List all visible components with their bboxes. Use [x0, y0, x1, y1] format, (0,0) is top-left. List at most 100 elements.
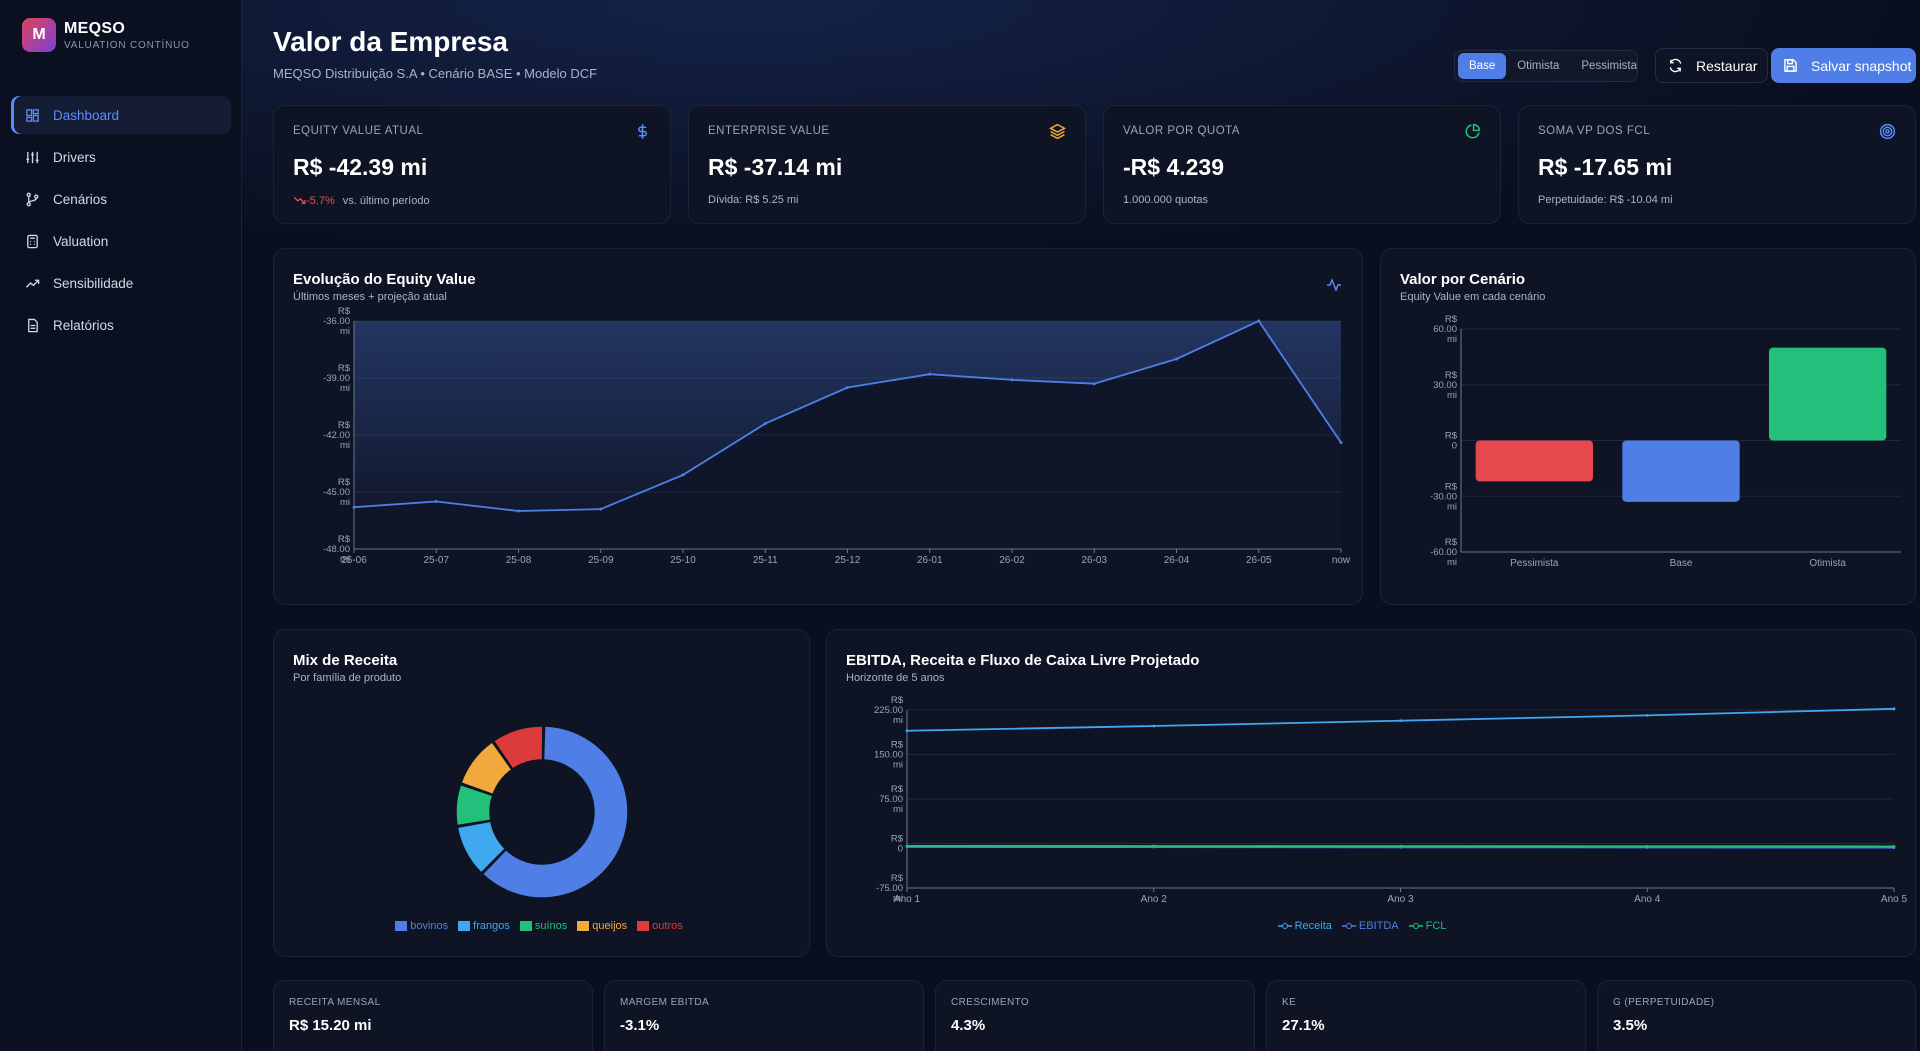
chart-legend: Receita EBITDA FCL — [1267, 920, 1467, 932]
x-tick-label: 25-06 — [341, 555, 367, 566]
kpi-card-equity-value: EQUITY VALUE ATUAL R$ -42.39 mi -5.7% vs… — [273, 105, 671, 224]
y-tick-label: R$ 0 — [1445, 431, 1458, 452]
activity-icon — [1326, 277, 1344, 295]
restore-button[interactable]: Restaurar — [1655, 48, 1768, 83]
panel-title: EBITDA, Receita e Fluxo de Caixa Livre P… — [846, 652, 1200, 669]
legend-item[interactable]: bovinos — [395, 920, 448, 932]
data-point — [928, 372, 932, 376]
pie-slice — [460, 740, 513, 796]
y-tick-label: R$ -60.00 mi — [1430, 537, 1458, 568]
x-tick-label: Otimista — [1809, 558, 1846, 569]
metric-card-receita-mensal: RECEITA MENSAL R$ 15.20 mi — [273, 980, 593, 1051]
data-point — [1092, 382, 1096, 386]
metric-label: CRESCIMENTO — [951, 997, 1030, 1008]
y-tick-label: R$ -39.00 mi — [323, 363, 351, 394]
x-tick-label: 26-01 — [917, 555, 943, 566]
metric-value: 4.3% — [951, 1017, 986, 1034]
x-tick-label: 26-05 — [1246, 555, 1272, 566]
legend-label: frangos — [473, 920, 510, 932]
y-tick-label: R$ -36.00 mi — [323, 306, 351, 337]
save-label: Salvar snapshot — [1811, 57, 1912, 74]
sidebar-nav: Dashboard Drivers Cenários Valuation Sen… — [11, 96, 231, 348]
brand-subtitle: VALUATION CONTÍNUO — [64, 39, 190, 51]
legend-swatch — [395, 921, 408, 931]
x-tick-label: Ano 5 — [1881, 894, 1908, 905]
document-icon — [23, 316, 41, 334]
metric-card-margem-ebitda: MARGEM EBITDA -3.1% — [604, 980, 924, 1051]
x-tick-label: 26-04 — [1164, 555, 1190, 566]
brand: M MEQSO VALUATION CONTÍNUO — [22, 18, 190, 52]
kpi-delta-value: -5.7% — [306, 194, 335, 207]
sidebar-item-drivers[interactable]: Drivers — [11, 138, 231, 176]
x-tick-label: 25-07 — [423, 555, 449, 566]
x-tick-label: 25-11 — [753, 555, 778, 566]
kpi-delta: -5.7% — [293, 194, 335, 207]
metric-label: MARGEM EBITDA — [620, 997, 710, 1008]
trending-down-icon — [293, 196, 306, 204]
page-title: Valor da Empresa — [273, 26, 509, 57]
panel-subtitle: Equity Value em cada cenário — [1400, 291, 1546, 303]
panel-subtitle: Por família de produto — [293, 672, 402, 684]
data-point — [1399, 719, 1402, 723]
scenario-pessimista-button[interactable]: Pessimista — [1581, 60, 1637, 72]
metric-label: G (PERPETUIDADE) — [1613, 997, 1715, 1008]
metric-card-crescimento: CRESCIMENTO 4.3% — [935, 980, 1255, 1051]
data-point — [763, 422, 767, 426]
sidebar-item-relatorios[interactable]: Relatórios — [11, 306, 231, 344]
x-tick-label: 26-02 — [999, 555, 1025, 566]
legend-marker — [1408, 923, 1423, 929]
metric-label: KE — [1282, 997, 1297, 1008]
sidebar-item-label: Relatórios — [53, 317, 114, 333]
legend-swatch — [577, 921, 590, 931]
legend-label: outros — [652, 920, 683, 932]
panel-subtitle: Horizonte de 5 anos — [846, 672, 945, 684]
sidebar-item-label: Cenários — [53, 191, 108, 207]
x-tick-label: 25-09 — [588, 555, 614, 566]
legend-item[interactable]: suínos — [519, 920, 568, 932]
legend-label: suínos — [534, 920, 568, 932]
pie-slice — [455, 783, 494, 827]
data-point — [1339, 441, 1343, 445]
kpi-label: ENTERPRISE VALUE — [708, 125, 830, 137]
kpi-card-enterprise-value: ENTERPRISE VALUE R$ -37.14 mi Dívida: R$… — [688, 105, 1086, 224]
legend-swatch — [458, 921, 471, 931]
data-point — [905, 844, 909, 848]
kpi-value: -R$ 4.239 — [1123, 154, 1225, 180]
legend-item[interactable]: Receita — [1277, 920, 1332, 932]
scenario-otimista-button[interactable]: Otimista — [1517, 60, 1560, 72]
y-tick-label: R$ 0 — [891, 834, 904, 855]
legend-label: Receita — [1294, 920, 1332, 932]
sidebar-item-cenarios[interactable]: Cenários — [11, 180, 231, 218]
pie-slice — [456, 820, 507, 874]
legend-item[interactable]: EBITDA — [1341, 920, 1399, 932]
pie-slice — [481, 725, 629, 899]
legend-item[interactable]: queijos — [577, 920, 627, 932]
legend-item[interactable]: outros — [637, 920, 683, 932]
chart-legend: bovinos frangos suínos queijos outros — [394, 920, 694, 932]
legend-label: FCL — [1425, 920, 1447, 932]
data-point — [1892, 707, 1896, 711]
sidebar-item-sensibilidade[interactable]: Sensibilidade — [11, 264, 231, 302]
legend-item[interactable]: FCL — [1408, 920, 1447, 932]
panel-title: Evolução do Equity Value — [293, 271, 476, 288]
y-tick-label: R$ -75.00 mi — [876, 873, 904, 904]
sliders-icon — [23, 148, 41, 166]
scenario-base-button[interactable]: Base — [1458, 53, 1507, 79]
legend-item[interactable]: frangos — [458, 920, 510, 932]
x-tick-label: Ano 2 — [1141, 894, 1168, 905]
sidebar-item-dashboard[interactable]: Dashboard — [11, 96, 231, 134]
metric-card-perpetuidade: G (PERPETUIDADE) 3.5% — [1597, 980, 1916, 1051]
y-tick-label: R$ 150.00 mi — [874, 740, 904, 771]
sidebar-item-label: Sensibilidade — [53, 275, 134, 291]
metric-value: 3.5% — [1613, 1017, 1648, 1034]
sidebar-item-valuation[interactable]: Valuation — [11, 222, 231, 260]
save-snapshot-button[interactable]: Salvar snapshot — [1771, 48, 1916, 83]
y-tick-label: R$ 225.00 mi — [874, 695, 904, 726]
legend-marker — [1341, 923, 1356, 929]
legend-label: queijos — [592, 920, 628, 932]
scenario-value-panel: Valor por Cenário Equity Value em cada c… — [1380, 248, 1916, 605]
kpi-subtext: Dívida: R$ 5.25 mi — [708, 194, 799, 206]
y-tick-label: R$ 60.00 mi — [1433, 314, 1457, 345]
data-point — [1645, 844, 1649, 848]
trending-icon — [23, 274, 41, 292]
